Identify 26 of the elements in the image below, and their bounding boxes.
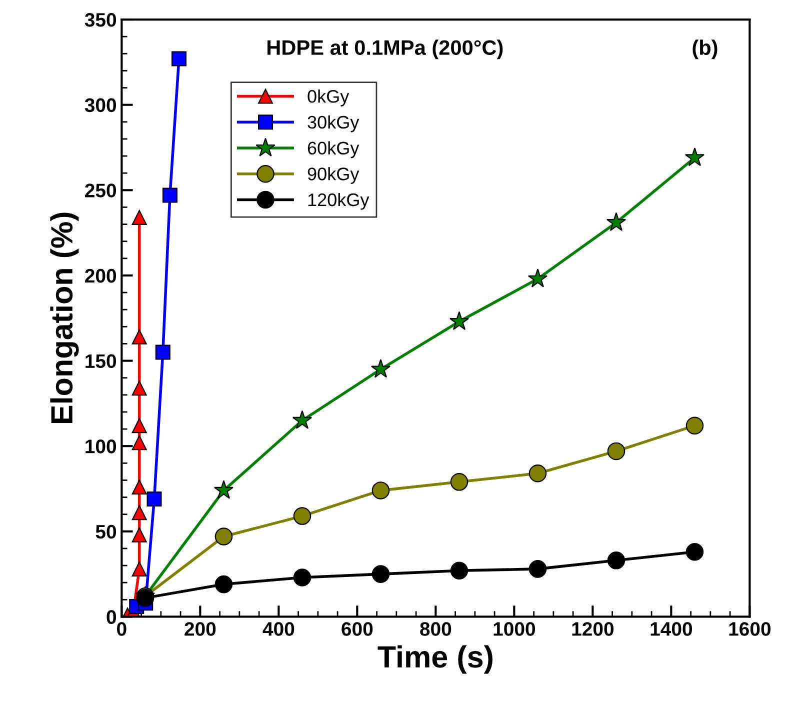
x-tick-label: 200 xyxy=(184,622,216,636)
y-tick-label: 150 xyxy=(86,354,116,368)
legend-label: 0kGy xyxy=(308,90,350,106)
x-tick-label: 1400 xyxy=(650,622,692,636)
legend-label: 60kGy xyxy=(308,141,360,158)
x-tick-label: 1000 xyxy=(494,622,536,636)
y-tick-label: 0 xyxy=(106,610,116,624)
y-tick-label: 200 xyxy=(85,268,116,283)
legend-label: 90kGy xyxy=(308,167,360,184)
x-tick-label: 1200 xyxy=(572,622,614,636)
legend-label: 30kGy xyxy=(308,115,360,132)
x-tick-label: 0 xyxy=(117,622,126,636)
x-tick-label: 1600 xyxy=(729,622,771,636)
x-tick-label: 800 xyxy=(420,622,452,636)
x-axis-title: Time (s) xyxy=(378,645,492,674)
y-tick-label: 50 xyxy=(96,524,116,539)
annotation: (b) xyxy=(692,40,718,60)
y-tick-label: 350 xyxy=(84,12,116,27)
x-tick-label: 400 xyxy=(262,622,294,636)
y-tick-label: 300 xyxy=(84,98,116,112)
legend-label: 120kGy xyxy=(308,192,370,210)
y-axis-title: Elongation (%) xyxy=(50,212,79,423)
y-tick-label: 100 xyxy=(86,440,116,454)
y-tick-label: 250 xyxy=(85,184,116,198)
annotation: HDPE at 0.1MPa (200°C) xyxy=(268,40,503,60)
x-tick-label: 600 xyxy=(342,622,373,636)
